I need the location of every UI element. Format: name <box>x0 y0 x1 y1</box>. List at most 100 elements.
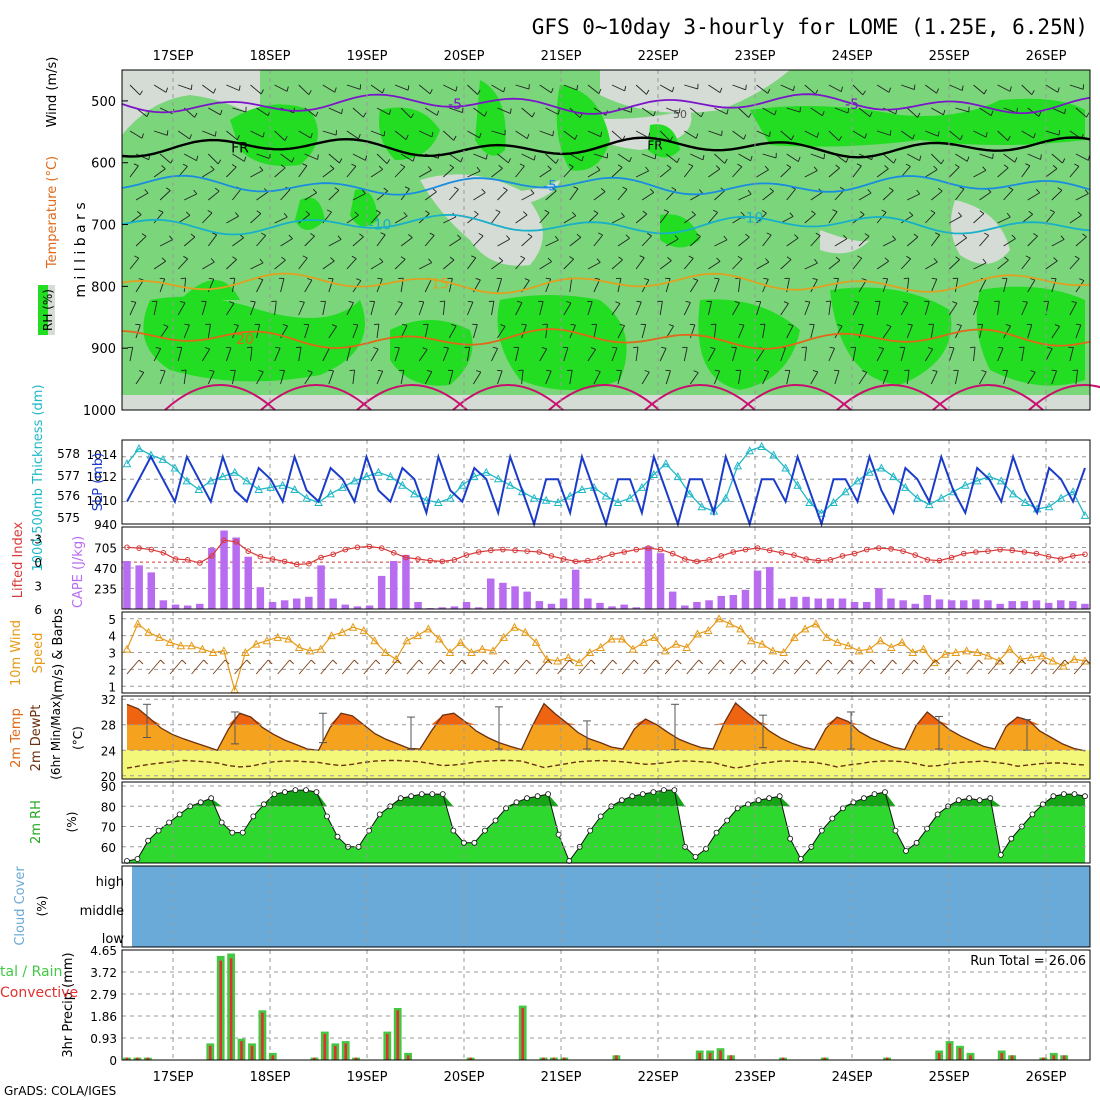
wind-barb-tick <box>825 300 831 303</box>
wind10-barb <box>363 659 377 675</box>
wind-barb-tick <box>571 211 577 217</box>
thickness-point <box>757 441 767 450</box>
wind-barb-tick <box>214 187 220 192</box>
wind-barb <box>924 212 936 224</box>
rh-point <box>924 825 930 832</box>
thickness-point <box>314 497 323 506</box>
wind-barb <box>876 260 889 270</box>
wind-barb <box>424 371 433 385</box>
wind-barb <box>232 107 247 113</box>
wind-barb <box>1051 189 1063 201</box>
cape-bar <box>1020 601 1029 609</box>
cape-bar <box>996 603 1004 609</box>
pressure-tick-label: 1000 <box>83 404 116 419</box>
wind-barb-tick <box>269 153 271 159</box>
rh-point <box>545 791 551 797</box>
wind-barb-tick <box>913 84 916 90</box>
wind-barb <box>876 168 889 178</box>
wind-barb-tick <box>860 211 865 215</box>
wind-barb-tick <box>180 277 186 280</box>
rh-point <box>471 839 478 846</box>
wind-barb <box>858 107 871 117</box>
wind-barb-tick <box>310 233 315 237</box>
wind-barb-tick <box>282 323 288 327</box>
wind-barb-tick <box>408 234 413 238</box>
wind-barb-tick <box>862 370 867 373</box>
wind10-barb-tick <box>612 659 617 665</box>
wind-barb-tick <box>666 164 672 169</box>
isotherm-line <box>121 136 1091 159</box>
wind-barb <box>1045 211 1055 224</box>
wind-barb <box>955 107 970 113</box>
slp-tick-label: 1012 <box>86 470 117 484</box>
wind-barb-tick <box>193 189 198 195</box>
wind-barb <box>226 259 237 270</box>
wind-barb <box>684 84 698 90</box>
wind-barb-tick <box>231 164 237 168</box>
date-label: 18SEP <box>250 1070 291 1085</box>
cape-bar <box>766 567 774 609</box>
wind-barb <box>900 130 913 140</box>
wind-barb-tick <box>737 256 743 260</box>
precip-convective-bar <box>344 1043 347 1060</box>
wind-barb-tick <box>555 158 559 164</box>
wind-barb <box>641 153 656 160</box>
wind10-barb <box>901 659 915 675</box>
wind-speed-point <box>940 649 950 658</box>
date-label: 25SEP <box>929 49 970 64</box>
wind-barb-tick <box>1033 133 1036 139</box>
precip-convective-bar <box>250 1045 254 1060</box>
wind-barb <box>232 153 245 162</box>
wind-barb-tick <box>302 255 308 259</box>
wind-barb-tick <box>213 88 217 94</box>
wind-speed-point <box>865 644 875 653</box>
wind-barb-tick <box>1016 107 1018 113</box>
cape-bar <box>280 600 289 609</box>
wind-speed-point <box>908 647 918 656</box>
wind-barb-tick <box>689 323 695 326</box>
wind-barb <box>129 347 134 362</box>
wind-barb <box>473 371 482 385</box>
thickness-point <box>182 476 192 485</box>
date-label: 17SEP <box>153 49 194 64</box>
wind-barb <box>202 130 216 137</box>
wind-barb-tick <box>184 323 190 326</box>
wind-barb-tick <box>334 87 337 93</box>
wind-barb-tick <box>383 131 386 137</box>
rh-tick-label: 90 <box>101 780 116 794</box>
thickness-point <box>278 480 288 489</box>
wind-barb-tick <box>982 166 987 171</box>
wind10-barb-tick <box>935 659 940 665</box>
isotherm-25-arc <box>1028 384 1100 411</box>
rh-high-area <box>698 299 800 390</box>
wind-barb <box>521 107 533 118</box>
lifted-index-point <box>876 545 882 551</box>
wind-barb <box>954 278 959 293</box>
wind-barb <box>563 166 574 178</box>
wind-barb <box>473 153 487 160</box>
wind-barb-tick <box>259 258 264 264</box>
wind-barb <box>587 349 597 362</box>
wind-barb-tick <box>134 255 139 259</box>
wind-barb <box>274 216 288 224</box>
wind-barb-tick <box>1084 189 1089 194</box>
wind-barb <box>804 262 818 270</box>
wind-barb <box>400 153 414 162</box>
wind-speed-point <box>284 634 293 643</box>
wind-barb <box>521 153 535 161</box>
wind-barb-tick <box>310 133 313 139</box>
thickness-point <box>829 497 838 506</box>
wind-barb <box>930 153 942 165</box>
wind-barb <box>732 258 743 270</box>
wind-speed-point <box>1026 653 1036 662</box>
wind-barb <box>129 165 139 178</box>
lifted-index-point <box>657 546 664 553</box>
rh-point <box>966 795 973 802</box>
wind-barb-tick <box>520 255 526 259</box>
wind-barb <box>635 130 649 138</box>
wind-barb-tick <box>405 134 409 140</box>
wind-barb <box>659 167 672 178</box>
wind-barb <box>322 84 336 93</box>
